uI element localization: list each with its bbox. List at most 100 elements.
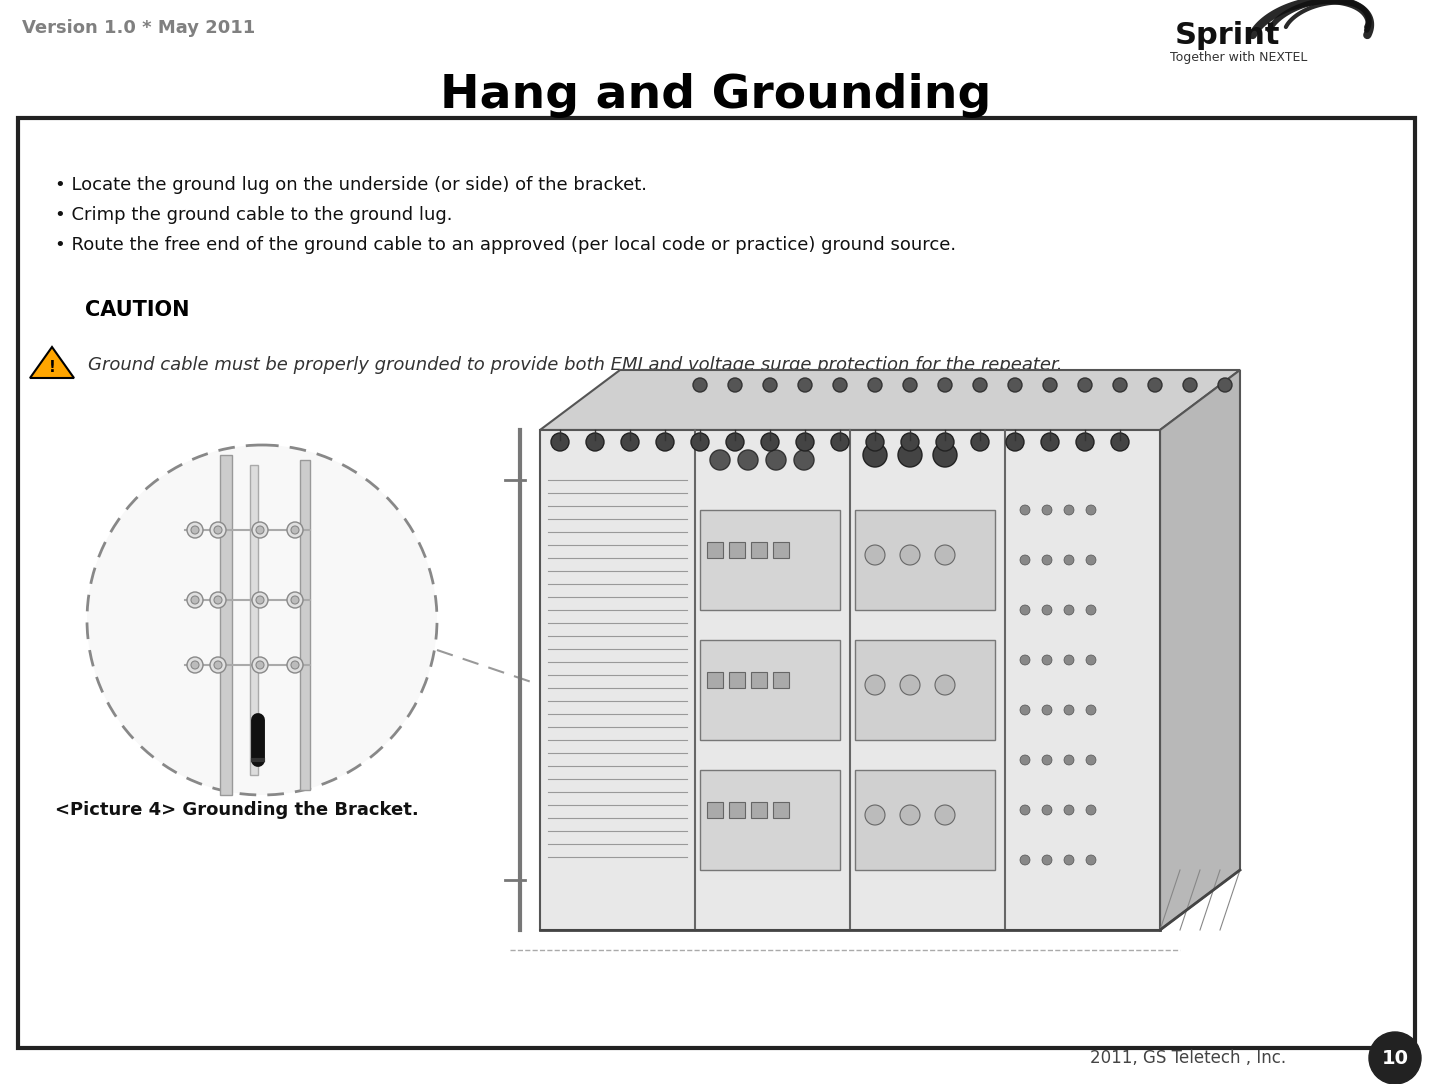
Bar [729,802,745,818]
Circle shape [1042,805,1052,815]
Text: Hang and Grounding: Hang and Grounding [440,73,992,117]
Circle shape [866,805,886,825]
Circle shape [868,378,881,392]
Circle shape [656,433,674,451]
Circle shape [900,675,920,695]
Bar [706,672,724,688]
Circle shape [794,450,814,470]
Circle shape [191,526,199,534]
Circle shape [694,378,706,392]
Circle shape [762,378,777,392]
Circle shape [1042,754,1052,765]
Circle shape [866,433,884,451]
Circle shape [901,433,919,451]
Circle shape [709,450,729,470]
Circle shape [1148,378,1162,392]
Circle shape [1063,855,1073,865]
Circle shape [1218,378,1232,392]
Bar [729,542,745,558]
Circle shape [903,378,917,392]
Circle shape [972,433,989,451]
Circle shape [1063,555,1073,565]
Bar [706,802,724,818]
Circle shape [1042,655,1052,664]
Circle shape [1020,754,1030,765]
Bar [856,640,995,740]
Circle shape [1086,655,1096,664]
Circle shape [900,545,920,565]
Bar [772,802,790,818]
Circle shape [1042,855,1052,865]
Bar [856,770,995,870]
Circle shape [211,592,226,608]
Circle shape [767,450,785,470]
Circle shape [1020,855,1030,865]
Bar [751,672,767,688]
Circle shape [1007,378,1022,392]
Bar [699,640,840,740]
Circle shape [214,526,222,534]
Circle shape [939,378,952,392]
Circle shape [287,657,302,673]
Circle shape [1006,433,1025,451]
Text: • Crimp the ground cable to the ground lug.: • Crimp the ground cable to the ground l… [54,206,453,224]
Circle shape [87,446,437,795]
Bar [751,802,767,818]
Circle shape [1020,705,1030,715]
Circle shape [1111,433,1129,451]
Circle shape [973,378,987,392]
Circle shape [1076,433,1093,451]
Circle shape [291,526,299,534]
Bar [249,465,258,775]
Text: !: ! [49,360,56,374]
Text: Ground cable must be properly grounded to provide both EMI and voltage surge pro: Ground cable must be properly grounded t… [87,356,1062,374]
Circle shape [1020,505,1030,515]
Circle shape [287,522,302,538]
Circle shape [252,657,268,673]
Bar [856,509,995,610]
Circle shape [1043,378,1058,392]
Circle shape [1042,705,1052,715]
Circle shape [1042,605,1052,615]
Circle shape [1063,505,1073,515]
Text: Version 1.0 * May 2011: Version 1.0 * May 2011 [21,20,255,37]
Circle shape [761,433,780,451]
Circle shape [257,526,264,534]
Text: 2011, GS Teletech , Inc.: 2011, GS Teletech , Inc. [1091,1049,1287,1067]
Bar [699,770,840,870]
Circle shape [1086,705,1096,715]
Text: Together with NEXTEL: Together with NEXTEL [1169,52,1307,65]
Circle shape [186,592,203,608]
Circle shape [1020,655,1030,664]
Circle shape [1184,378,1197,392]
Polygon shape [540,370,1240,430]
Circle shape [252,592,268,608]
Circle shape [1063,655,1073,664]
Circle shape [738,450,758,470]
Circle shape [257,661,264,669]
Bar [299,460,310,790]
Circle shape [1020,805,1030,815]
Circle shape [1086,605,1096,615]
Circle shape [900,805,920,825]
Circle shape [186,657,203,673]
Circle shape [620,433,639,451]
Polygon shape [1159,370,1240,930]
Circle shape [898,443,921,467]
Circle shape [798,378,813,392]
Circle shape [1040,433,1059,451]
Circle shape [191,596,199,604]
Circle shape [186,522,203,538]
Circle shape [691,433,709,451]
Circle shape [866,675,886,695]
Circle shape [795,433,814,451]
Text: CAUTION: CAUTION [85,300,189,320]
Circle shape [936,433,954,451]
Text: • Route the free end of the ground cable to an approved (per local code or pract: • Route the free end of the ground cable… [54,236,956,254]
Text: <Picture 4> Grounding the Bracket.: <Picture 4> Grounding the Bracket. [54,801,418,820]
Bar [221,455,232,795]
Bar [19,118,1414,1048]
Circle shape [1113,378,1126,392]
Circle shape [214,661,222,669]
Circle shape [211,522,226,538]
